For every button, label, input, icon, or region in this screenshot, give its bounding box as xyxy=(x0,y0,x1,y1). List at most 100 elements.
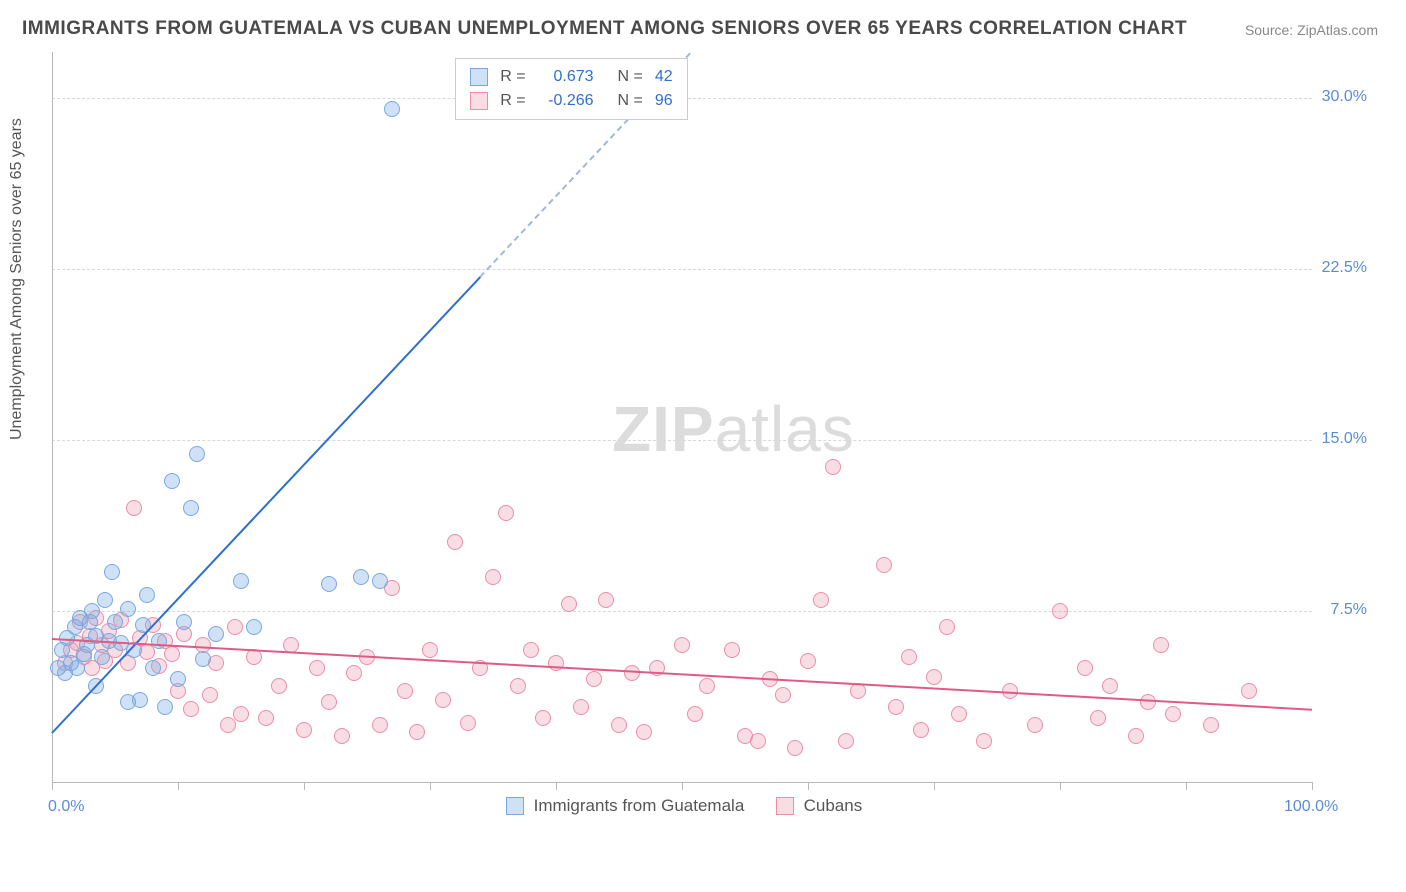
point-cubans xyxy=(334,728,350,744)
point-cubans xyxy=(510,678,526,694)
point-cubans xyxy=(126,500,142,516)
point-cubans xyxy=(164,646,180,662)
point-guatemala xyxy=(183,500,199,516)
point-guatemala xyxy=(353,569,369,585)
n-label: N = xyxy=(618,92,643,110)
point-cubans xyxy=(1241,683,1257,699)
r-value: -0.266 xyxy=(538,92,594,110)
x-tick xyxy=(52,782,53,790)
correlation-legend: R =0.673N =42R =-0.266N =96 xyxy=(455,58,687,120)
x-tick xyxy=(934,782,935,790)
point-cubans xyxy=(498,505,514,521)
point-cubans xyxy=(346,665,362,681)
point-guatemala xyxy=(321,576,337,592)
x-tick xyxy=(556,782,557,790)
point-cubans xyxy=(447,534,463,550)
x-min-label: 0.0% xyxy=(48,798,84,816)
point-cubans xyxy=(1102,678,1118,694)
legend-label: Cubans xyxy=(804,796,863,816)
y-tick-label: 22.5% xyxy=(1322,259,1367,277)
point-cubans xyxy=(750,733,766,749)
point-cubans xyxy=(523,642,539,658)
point-cubans xyxy=(674,637,690,653)
n-value: 96 xyxy=(655,92,673,110)
x-tick xyxy=(430,782,431,790)
x-tick xyxy=(304,782,305,790)
point-cubans xyxy=(561,596,577,612)
point-cubans xyxy=(800,653,816,669)
point-cubans xyxy=(485,569,501,585)
point-guatemala xyxy=(164,473,180,489)
point-cubans xyxy=(775,687,791,703)
point-cubans xyxy=(636,724,652,740)
point-guatemala xyxy=(120,601,136,617)
point-cubans xyxy=(548,655,564,671)
point-cubans xyxy=(1153,637,1169,653)
legend-label: Immigrants from Guatemala xyxy=(534,796,745,816)
point-guatemala xyxy=(145,660,161,676)
point-cubans xyxy=(183,701,199,717)
trendline-guatemala xyxy=(51,276,481,733)
point-guatemala xyxy=(157,699,173,715)
point-cubans xyxy=(258,710,274,726)
point-cubans xyxy=(787,740,803,756)
source-attribution: Source: ZipAtlas.com xyxy=(1245,22,1378,38)
x-tick xyxy=(178,782,179,790)
point-cubans xyxy=(901,649,917,665)
gridline xyxy=(52,440,1312,441)
point-guatemala xyxy=(246,619,262,635)
point-cubans xyxy=(460,715,476,731)
point-cubans xyxy=(309,660,325,676)
legend-row: R = -0.266 N = 96 xyxy=(470,89,672,113)
point-cubans xyxy=(611,717,627,733)
point-guatemala xyxy=(69,660,85,676)
n-label: N = xyxy=(618,68,643,86)
point-cubans xyxy=(586,671,602,687)
point-cubans xyxy=(939,619,955,635)
point-guatemala xyxy=(104,564,120,580)
point-cubans xyxy=(573,699,589,715)
point-cubans xyxy=(1090,710,1106,726)
point-cubans xyxy=(202,687,218,703)
legend-swatch xyxy=(470,68,488,86)
r-label: R = xyxy=(500,68,525,86)
series-legend-item: Cubans xyxy=(776,796,863,816)
point-cubans xyxy=(976,733,992,749)
point-cubans xyxy=(1165,706,1181,722)
point-cubans xyxy=(409,724,425,740)
point-guatemala xyxy=(195,651,211,667)
point-cubans xyxy=(233,706,249,722)
point-cubans xyxy=(825,459,841,475)
y-tick-label: 30.0% xyxy=(1322,88,1367,106)
point-cubans xyxy=(598,592,614,608)
point-cubans xyxy=(687,706,703,722)
y-tick-label: 7.5% xyxy=(1331,601,1367,619)
point-cubans xyxy=(1027,717,1043,733)
point-cubans xyxy=(1140,694,1156,710)
point-guatemala xyxy=(208,626,224,642)
point-guatemala xyxy=(139,587,155,603)
r-label: R = xyxy=(500,92,525,110)
point-cubans xyxy=(699,678,715,694)
point-cubans xyxy=(1203,717,1219,733)
point-cubans xyxy=(813,592,829,608)
gridline xyxy=(52,611,1312,612)
y-axis-label: Unemployment Among Seniors over 65 years xyxy=(8,118,26,440)
point-cubans xyxy=(422,642,438,658)
x-tick xyxy=(1312,782,1313,790)
point-cubans xyxy=(926,669,942,685)
point-cubans xyxy=(296,722,312,738)
x-tick xyxy=(682,782,683,790)
x-max-label: 100.0% xyxy=(1284,798,1338,816)
legend-swatch xyxy=(506,797,524,815)
x-tick xyxy=(808,782,809,790)
chart-title: IMMIGRANTS FROM GUATEMALA VS CUBAN UNEMP… xyxy=(22,18,1187,40)
point-cubans xyxy=(397,683,413,699)
legend-row: R =0.673N =42 xyxy=(470,65,672,89)
point-cubans xyxy=(724,642,740,658)
point-cubans xyxy=(876,557,892,573)
point-cubans xyxy=(271,678,287,694)
legend-swatch xyxy=(470,92,488,110)
point-cubans xyxy=(1052,603,1068,619)
x-tick xyxy=(1060,782,1061,790)
